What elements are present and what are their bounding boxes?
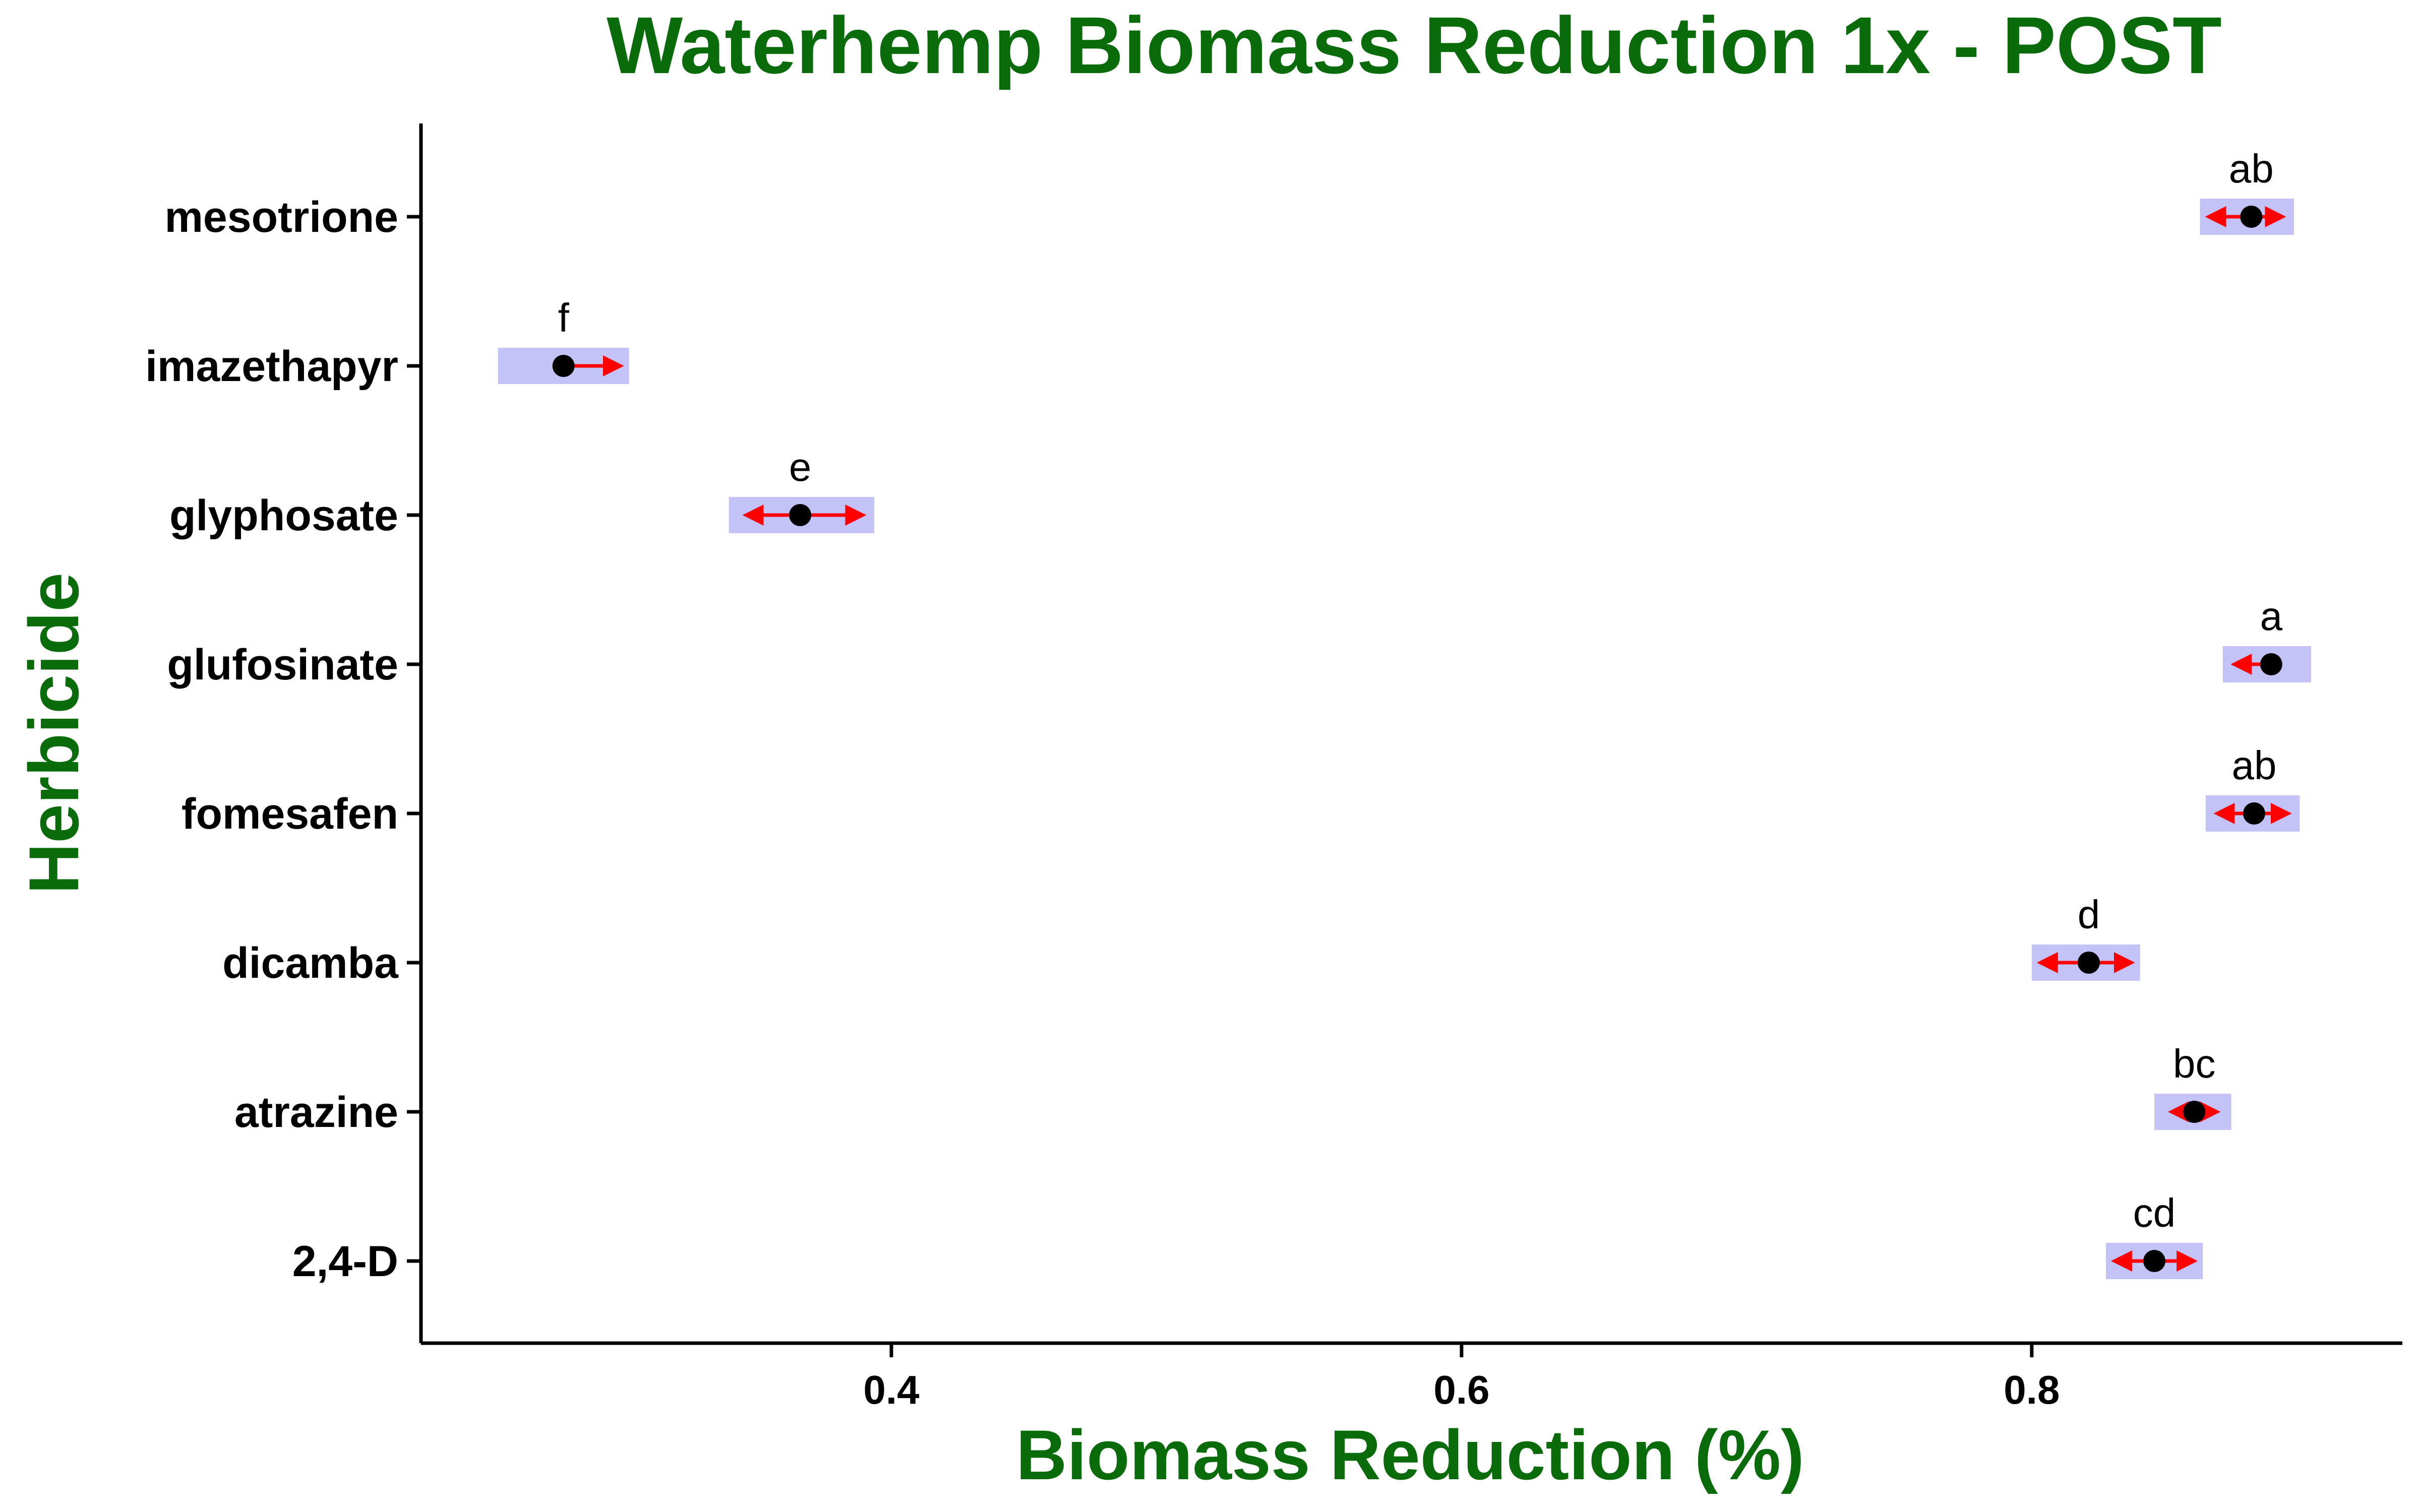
y-tick-label: glyphosate <box>169 491 398 540</box>
group-label: bc <box>2173 1041 2216 1086</box>
x-tick-label: 0.6 <box>1433 1367 1489 1412</box>
group-label: cd <box>2133 1190 2176 1235</box>
estimate-point <box>2143 1250 2166 1272</box>
estimate-point <box>789 504 812 526</box>
x-tick-label: 0.4 <box>863 1367 920 1412</box>
y-axis-title: Herbicide <box>14 573 93 894</box>
estimate-point <box>552 355 575 377</box>
estimate-point <box>2260 653 2282 675</box>
group-label: ab <box>2229 146 2274 191</box>
y-tick-label: fomesafen <box>182 790 398 838</box>
group-label: e <box>789 445 812 489</box>
x-axis-title: Biomass Reduction (%) <box>1016 1415 1804 1494</box>
y-tick-label: imazethapyr <box>145 342 398 391</box>
estimate-point <box>2243 802 2265 825</box>
group-label: ab <box>2231 743 2276 788</box>
y-tick-label: glufosinate <box>167 641 398 689</box>
group-label: d <box>2078 892 2100 937</box>
estimate-point <box>2077 952 2100 974</box>
y-tick-label: atrazine <box>234 1088 398 1137</box>
y-tick-label: 2,4-D <box>292 1237 398 1286</box>
estimate-point <box>2183 1101 2206 1123</box>
group-label: a <box>2260 594 2283 639</box>
y-tick-label: dicamba <box>222 939 399 987</box>
plot-area: 0.4 0.6 0.8 mesotrione imazethapyr glyphosate… <box>145 123 2402 1412</box>
x-tick-label: 0.8 <box>2004 1367 2060 1412</box>
chart-title: Waterhemp Biomass Reduction 1x - POST <box>607 0 2222 90</box>
estimate-point <box>2240 206 2263 228</box>
y-tick-label: mesotrione <box>164 193 398 241</box>
group-label: f <box>558 295 570 340</box>
